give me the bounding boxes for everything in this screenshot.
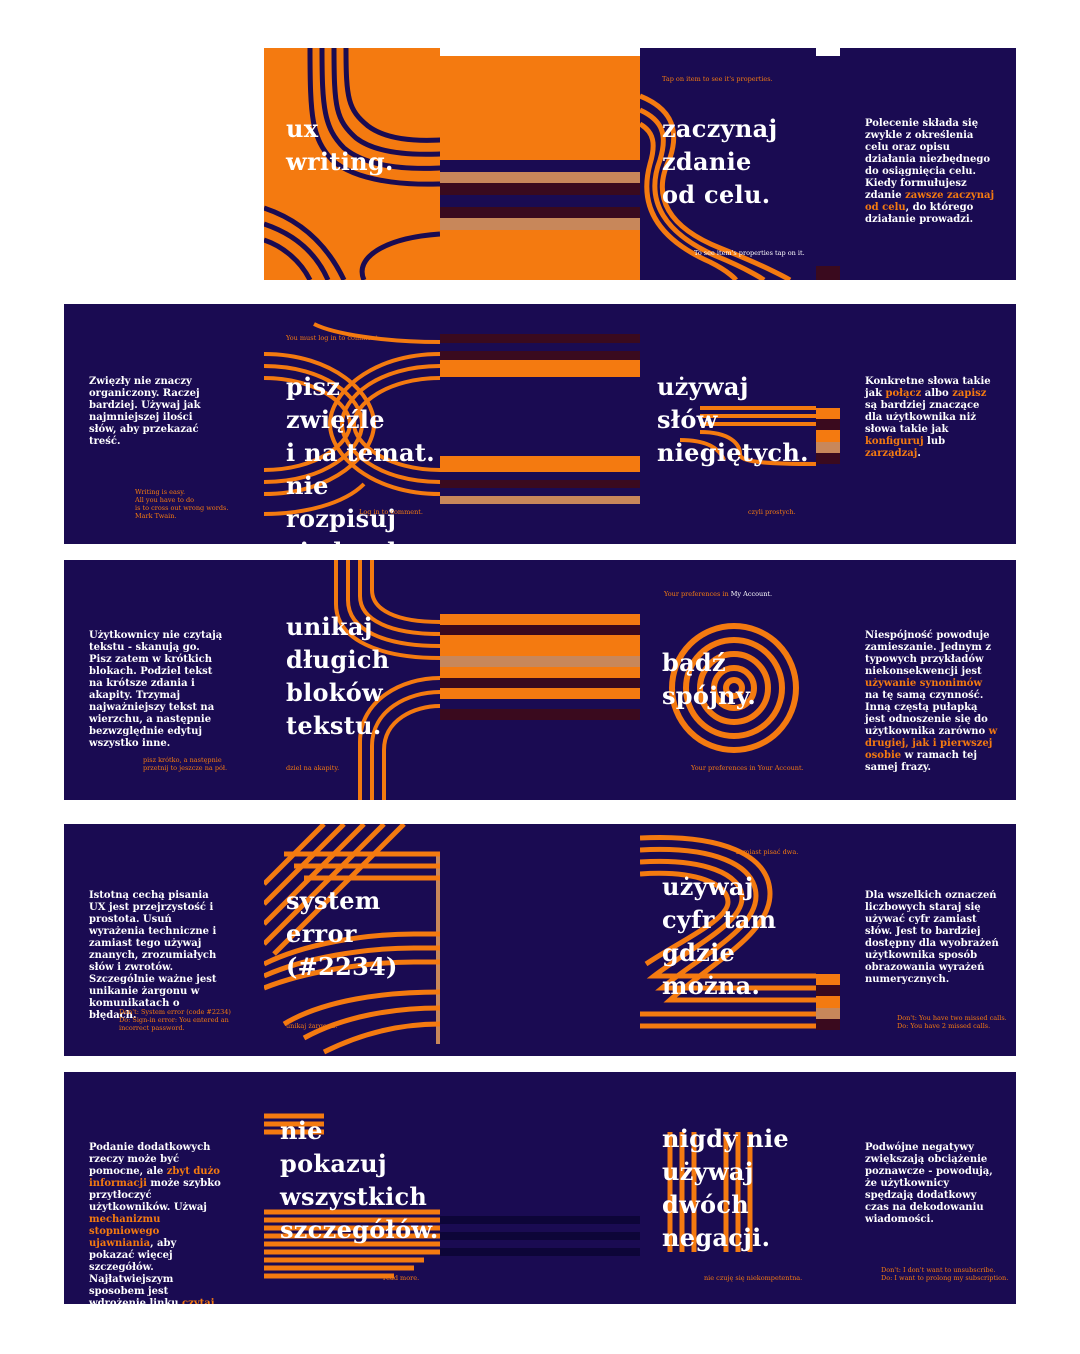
digits-right-note: Don't: You have two missed calls. Do: Yo… [897,1014,1007,1030]
spread-row-5: Podanie dodatkowych rzeczy może być pomo… [64,1072,1016,1304]
digits-line-art [640,835,816,1029]
goal-body: Polecenie składa się zwykle z określenia… [865,118,995,225]
jargon-body: Istotną cechą pisania UX jest przejrzyst… [89,890,217,1021]
jargon-panel: system error (#2234) unikaj żargonu. [264,824,440,1056]
goal-body-panel: Polecenie składa się zwykle z określenia… [840,48,1016,280]
details-body: Podanie dodatkowych rzeczy może być pomo… [89,1142,221,1304]
digits-stripes [816,974,840,1031]
cover-panel: ux writing. [264,48,440,280]
goal-bottom-note: To see item's properties tap on it. [694,249,805,257]
blocks-title: unikaj długich bloków tekstu. [286,612,390,740]
plain-words-title: używaj słów niegiętych. [657,372,809,467]
consistent-bottom-note: Your preferences in Your Account. [691,764,804,772]
spiral-art [669,623,799,753]
stripe-strip-lower [440,456,640,504]
digits-body: Dla wszelkich oznaczeń liczbowych staraj… [865,890,999,985]
consistent-body: Niespójność powoduje zamieszanie. Jednym… [865,630,998,773]
negation-title: nigdy nie używaj dwóch negacji. [662,1124,789,1252]
concise-body: Zwięzły nie znaczy organiczony. Raczej b… [89,376,201,447]
stripe-strip-upper [440,334,640,387]
details-note: read more. [383,1274,420,1282]
goal-title: zaczynaj zdanie od celu. [662,114,778,209]
blocks-stripes [440,614,640,720]
blocks-line-art [334,560,440,800]
plain-words-note: czyli prostych. [748,508,796,516]
plain-words-stripes [816,408,840,465]
consistent-panel: Your preferences in My Account. bądź spó… [640,560,840,800]
mark-twain-quote: Writing is easy. All you have to do is t… [135,488,229,520]
consistent-top-note: Your preferences in My Account. [664,590,773,598]
digits-top-note: zamiast pisać dwa. [736,848,799,856]
blocks-note: dziel na akapity. [286,764,340,772]
details-stripes [440,1208,640,1256]
spread-row-4: Istotną cechą pisania UX jest przejrzyst… [64,824,1016,1056]
plain-words-body: Konkretne słowa takie jak połącz albo za… [865,376,991,459]
blocks-left-note: pisz krótko, a następnie przetnij to jes… [143,756,228,772]
concise-panel: You must log in to comment. pisz zwięźle… [264,304,440,544]
cover-title: ux writing. [286,114,394,176]
consistent-title: bądź spójny. [662,648,757,710]
goal-panel: Tap on item to see it's properties. zacz… [640,48,840,280]
goal-top-note: Tap on item to see it's properties. [662,75,773,83]
details-title: nie pokazuj wszystkich szczegółów. [280,1116,439,1244]
concise-title: pisz zwięźle i na temat. nie rozpisuj si… [286,372,435,544]
plain-words-line-art [679,406,817,466]
jargon-left-note: Don't: System error (code #2234) Do: Sig… [119,1008,231,1032]
details-panel: nie pokazuj wszystkich szczegółów. read … [264,1072,440,1304]
concise-top-note: You must log in to comment. [286,334,380,342]
blocks-body: Użytkownicy nie czytają tekstu - skanują… [89,630,223,749]
concise-bottom-note: Log in to comment. [359,508,423,516]
negation-panel: nigdy nie używaj dwóch negacji. nie czuj… [640,1072,840,1304]
goal-corner-block [816,266,840,280]
negation-note: nie czuję się niekompetentna. [704,1274,803,1282]
jargon-note: unikaj żargonu. [286,1022,338,1030]
digits-title: używaj cyfr tam gdzie można. [662,872,777,1000]
negation-quote: Don't: I don't want to unsubscribe. Do: … [881,1266,1009,1282]
spread-row-1: ux writing. Tap on item to see it's prop… [264,48,1016,280]
blocks-panel: unikaj długich bloków tekstu. dziel na a… [264,560,440,800]
spread-row-3: Użytkownicy nie czytają tekstu - skanują… [64,560,1016,800]
negation-body: Podwójne negatywy zwiększają obciążenie … [865,1142,993,1225]
jargon-title: system error (#2234) [286,886,398,981]
plain-words-panel: używaj słów niegiętych. czyli prostych. [640,304,840,544]
stripe-strip [440,56,640,280]
spread-row-2: Zwięzły nie znaczy organiczony. Raczej b… [64,304,1016,544]
digits-panel: zamiast pisać dwa. używaj cyfr tam gdzie… [640,824,840,1056]
goal-line-art [640,93,792,280]
jargon-line-art [264,824,440,1055]
negation-line-art [667,1132,753,1252]
cover-line-art [264,48,440,280]
goal-notch [816,48,840,56]
concise-line-art [264,322,440,516]
details-line-art [264,1113,440,1279]
